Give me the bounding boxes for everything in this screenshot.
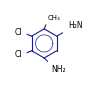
Text: Cl: Cl [15, 28, 22, 37]
Text: NH₂: NH₂ [51, 65, 65, 74]
Text: H₂N: H₂N [68, 21, 83, 29]
Text: CH₃: CH₃ [47, 15, 60, 21]
Text: Cl: Cl [15, 50, 22, 59]
